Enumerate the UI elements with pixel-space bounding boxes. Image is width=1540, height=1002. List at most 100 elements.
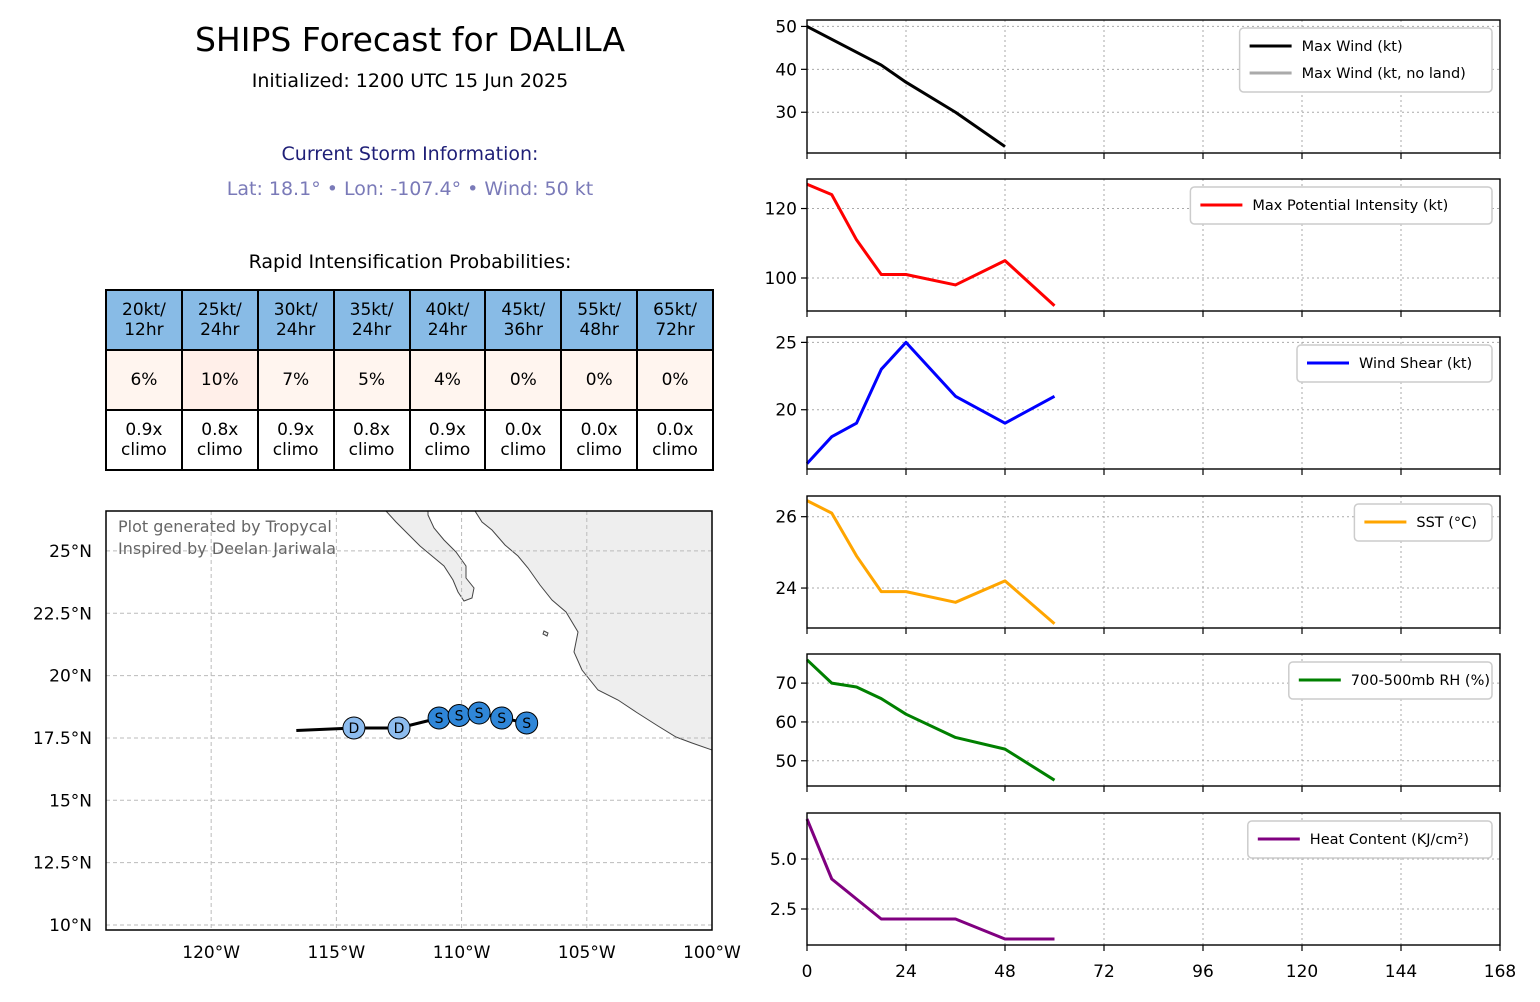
map-lat-label: 12.5°N [33, 854, 92, 874]
panel-1: 30 40 50 Max Wind (kt) Max Wind (kt, no land… [775, 17, 1501, 159]
track-map: D DS S S S S 120°W 115°W 110°W 105°W 100°W10°N12.… [33, 510, 741, 963]
ri-prob-cell: 10% [180, 349, 259, 411]
track-point-label: D [349, 721, 360, 737]
legend-label: SST (°C) [1416, 515, 1477, 531]
legend: Heat Content (KJ/cm²) [1247, 820, 1493, 859]
ri-prob-cell: 0% [560, 349, 639, 411]
series-line [806, 25, 1006, 148]
legend-box [1189, 186, 1493, 225]
ri-prob-cell: 4% [408, 349, 487, 411]
map-lon-label: 120°W [182, 943, 240, 963]
legend-label: Wind Shear (kt) [1359, 356, 1472, 372]
map-lon-label: 100°W [683, 943, 741, 963]
map-lat-label: 10°N [49, 916, 92, 936]
series-line [805, 818, 1055, 941]
series-line [806, 499, 1056, 625]
y-tick-label: 40 [775, 60, 797, 80]
legend: Max Potential Intensity (kt) [1189, 186, 1493, 225]
legend-box [1288, 661, 1493, 700]
map-lat-label: 20°N [49, 667, 92, 687]
legend: SST (°C) [1353, 503, 1493, 542]
credit-line-1: Plot generated by Tropycal [118, 517, 332, 536]
ri-prob-cell: 7% [256, 349, 335, 411]
ri-heading: Rapid Intensification Probabilities: [248, 251, 572, 273]
track-point [467, 701, 491, 725]
track-point-label: S [475, 706, 484, 722]
legend: Max Wind (kt) Max Wind (kt, no land) [1238, 27, 1493, 93]
ri-climo-row: 0.9x climo 0.8x climo 0.9x climo 0.8x climo … [105, 409, 714, 471]
legend-box [1296, 344, 1493, 383]
y-tick-label: 60 [775, 713, 797, 733]
ri-climo-cell: 0.0x climo [484, 409, 563, 471]
panel-2: 100 120 Max Potential Intensity (kt) [765, 178, 1501, 317]
ri-threshold-cell: 20kt/12hr [105, 289, 183, 351]
map-lon-label: 115°W [307, 943, 365, 963]
storm-track: D DS S S S S [296, 701, 539, 740]
current-storm-info: Lat: 18.1° • Lon: -107.4° • Wind: 50 kt [226, 178, 594, 200]
map-lon-label: 105°W [558, 943, 616, 963]
baja-peninsula [385, 511, 475, 602]
map-lon-label: 110°W [433, 943, 491, 963]
track-point [515, 711, 539, 735]
ri-threshold-cell: 45kt/36hr [484, 289, 563, 351]
map-lat-label: 15°N [49, 791, 92, 811]
ri-climo-cell: 0.0x climo [636, 409, 714, 471]
ri-climo-cell: 0.9x climo [256, 409, 335, 471]
ri-climo-cell: 0.9x climo [105, 409, 183, 471]
x-tick-label: 144 [1385, 962, 1417, 982]
x-tick-label: 48 [994, 962, 1016, 982]
legend-label: 700-500mb RH (%) [1351, 673, 1490, 689]
y-tick-label: 120 [765, 200, 797, 220]
ri-climo-cell: 0.9x climo [408, 409, 487, 471]
track-point-label: S [522, 716, 531, 732]
legend-box [1247, 820, 1493, 859]
panel-frame [806, 812, 1501, 946]
track-point-label: S [497, 711, 506, 727]
x-tick-label: 72 [1093, 962, 1115, 982]
series-line [805, 658, 1056, 782]
ri-prob-cell: 5% [332, 349, 411, 411]
map-frame [105, 510, 713, 931]
ri-climo-cell: 0.8x climo [332, 409, 411, 471]
y-tick-label: 24 [775, 579, 797, 599]
panel-3: 20 25 Wind Shear (kt) [775, 333, 1501, 475]
init-time: Initialized: 1200 UTC 15 Jun 2025 [251, 70, 569, 92]
y-tick-label: 50 [775, 752, 797, 772]
x-tick-label: 24 [895, 962, 917, 982]
island [542, 630, 549, 637]
y-tick-label: 26 [775, 508, 797, 528]
legend: 700-500mb RH (%) [1288, 661, 1493, 700]
x-tick-label: 0 [802, 962, 813, 982]
ri-threshold-cell: 55kt/48hr [560, 289, 639, 351]
series-line [805, 340, 1056, 465]
track-point-label: S [455, 709, 464, 725]
ri-threshold-cell: 35kt/24hr [332, 289, 411, 351]
ri-threshold-cell: 30kt/24hr [256, 289, 335, 351]
x-tick-label: 120 [1286, 962, 1318, 982]
track-point-label: S [435, 711, 444, 727]
credit-line-2: Inspired by Deelan Jariwala [118, 539, 336, 558]
track-point [342, 716, 366, 740]
mainland-coast [474, 511, 712, 751]
track-point-label: D [394, 721, 405, 737]
legend-box [1238, 27, 1493, 93]
ri-probability-table: 20kt/12hr 25kt/24hr 30kt/24hr 35kt/24hr … [105, 289, 714, 471]
panel-frame [806, 336, 1501, 470]
y-tick-label: 50 [775, 17, 797, 37]
x-tick-label: 96 [1192, 962, 1214, 982]
panel-frame [806, 653, 1501, 787]
ri-climo-cell: 0.8x climo [180, 409, 259, 471]
y-tick-label: 20 [775, 401, 797, 421]
y-tick-label: 5.0 [770, 850, 797, 870]
legend: Wind Shear (kt) [1296, 344, 1493, 383]
map-lat-label: 22.5°N [33, 604, 92, 624]
y-tick-label: 2.5 [770, 900, 797, 920]
ri-prob-cell: 0% [636, 349, 714, 411]
ri-prob-cell: 6% [105, 349, 183, 411]
x-tick-label: 168 [1484, 962, 1516, 982]
ri-header-row: 20kt/12hr 25kt/24hr 30kt/24hr 35kt/24hr … [105, 289, 714, 351]
map-area: D DS S S S S [106, 511, 712, 930]
legend-label: Max Potential Intensity (kt) [1252, 198, 1448, 214]
map-gridlines [106, 511, 712, 930]
